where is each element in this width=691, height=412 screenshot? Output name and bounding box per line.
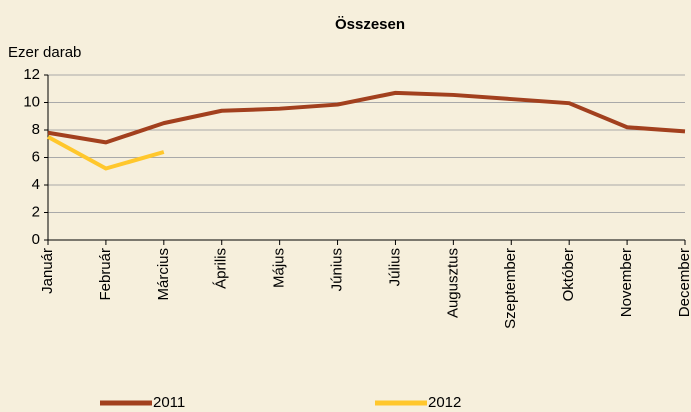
x-tick-label: November bbox=[618, 248, 635, 317]
x-tick-label: Május bbox=[271, 248, 288, 288]
x-tick-label: Október bbox=[560, 248, 577, 301]
line-series bbox=[47, 90, 686, 145]
y-tick-label: 4 bbox=[32, 176, 40, 193]
legend-label: 2012 bbox=[428, 394, 461, 411]
x-tick-label: Március bbox=[155, 248, 172, 301]
y-tick-label: 10 bbox=[23, 93, 40, 110]
x-tick-label: Január bbox=[39, 248, 56, 294]
legend-label: 2011 bbox=[153, 394, 185, 411]
x-tick-label: Szeptember bbox=[502, 248, 519, 329]
x-tick-label: Április bbox=[213, 248, 230, 289]
x-tick-label: Július bbox=[386, 248, 403, 286]
y-tick-label: 8 bbox=[32, 121, 40, 138]
y-axis-label: Ezer darab bbox=[8, 44, 81, 61]
y-tick-label: 6 bbox=[32, 148, 40, 165]
y-tick-label: 12 bbox=[23, 66, 40, 83]
y-tick-label: 2 bbox=[32, 203, 40, 220]
x-tick-label: Február bbox=[97, 248, 114, 301]
x-tick-label: December bbox=[676, 248, 691, 317]
line-series bbox=[47, 135, 165, 171]
y-tick-label: 0 bbox=[32, 231, 40, 248]
x-tick-label: Június bbox=[329, 248, 346, 291]
chart-title: Összesen bbox=[335, 16, 405, 33]
x-tick-label: Augusztus bbox=[444, 248, 461, 318]
